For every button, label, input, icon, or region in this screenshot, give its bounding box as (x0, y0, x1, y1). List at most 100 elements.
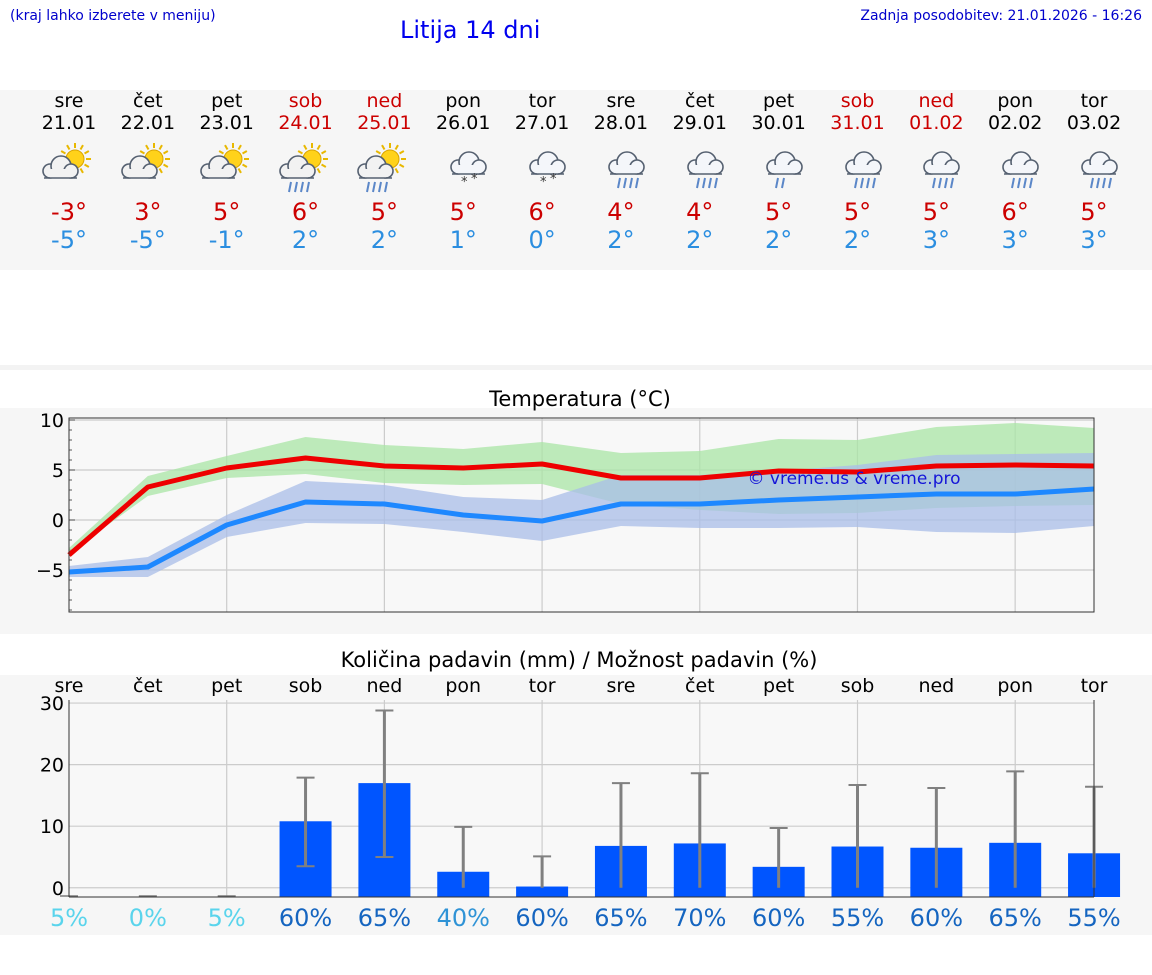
x-day-label: sre (606, 675, 635, 697)
precip-probability: 60% (752, 904, 805, 932)
precip-probability: 65% (358, 904, 411, 932)
sun-ray (237, 144, 242, 150)
day-name: pet (763, 90, 795, 112)
sun-cloud-icon (121, 143, 170, 179)
cloud-snow-icon: * * (529, 151, 566, 190)
y-tick-label: 10 (40, 410, 64, 432)
cloud-icon (199, 155, 237, 179)
divider (0, 365, 1152, 370)
temp-max: 4° (607, 198, 635, 226)
day-name: čet (685, 90, 715, 112)
rain-drop (366, 181, 371, 193)
temp-min: 2° (607, 226, 635, 254)
sun-ray (316, 168, 321, 174)
sun-ray (241, 150, 248, 155)
y-tick-label: 5 (52, 460, 64, 482)
snow-flake: * (540, 175, 547, 190)
cloud-body (207, 169, 229, 178)
rain-drop (701, 177, 706, 189)
precip-bar (516, 886, 569, 897)
temp-min: 3° (922, 226, 950, 254)
rain-drop (622, 177, 627, 189)
day-name: ned (918, 90, 955, 112)
sun-ray (218, 150, 224, 155)
rain-drop (1096, 177, 1101, 189)
y-tick-label: 0 (52, 878, 64, 900)
daily-forecast-strip: sre 21.01 -3° -5° čet 22.01 3° -5° pet 23.01 5° -1°… (0, 90, 1152, 270)
rain-drop (1017, 177, 1022, 189)
rain-drop (932, 177, 937, 189)
snow-flake: * (471, 172, 478, 187)
sun-ray (241, 163, 248, 168)
temp-max: 5° (1080, 198, 1108, 226)
sun-ray (320, 163, 326, 168)
cloud-icon (121, 155, 158, 179)
temp-max: 6° (1001, 198, 1029, 226)
cloud-body (50, 169, 71, 178)
cloud-icon (923, 151, 961, 189)
day-name: tor (528, 90, 556, 112)
rain-drop (634, 177, 639, 189)
temp-max: -3° (51, 198, 87, 226)
temp-min: -5° (129, 226, 166, 254)
day-date: 22.01 (120, 112, 176, 134)
temp-min: -1° (208, 226, 245, 254)
sun-cloud-icon (199, 143, 249, 179)
temp-min: 2° (370, 226, 399, 254)
cloud-body (694, 165, 716, 174)
precip-probability: 70% (673, 904, 726, 932)
day-name: čet (133, 90, 163, 112)
temp-min: 1° (449, 226, 477, 254)
sun-ray (84, 150, 90, 155)
sun-ray (84, 163, 90, 168)
y-tick-label: 30 (40, 693, 64, 715)
cloud-body (128, 169, 150, 178)
day-date: 31.01 (830, 112, 885, 134)
cloud-rain-icon (844, 151, 882, 189)
sun-ray (158, 168, 163, 174)
y-tick-label: −5 (36, 560, 64, 582)
temperature-chart-title: Temperatura (°C) (489, 387, 671, 411)
sun-ray (158, 144, 163, 150)
temp-min: 2° (765, 226, 793, 254)
cloud-icon (357, 155, 395, 193)
temp-max: 3° (134, 198, 162, 226)
cloud-body (852, 165, 874, 174)
cloud-icon (686, 151, 724, 189)
cloud-icon: * * (450, 151, 488, 190)
day-name: sre (606, 90, 636, 112)
sun-ray (316, 144, 321, 150)
temp-min: 2° (291, 226, 320, 254)
series-min-line (68, 486, 1095, 575)
x-day-label: sre (55, 675, 84, 697)
sun-ray (60, 150, 66, 155)
precip-probability: 5% (50, 904, 88, 932)
precip-probability: 5% (208, 904, 246, 932)
day-name: pon (997, 90, 1034, 112)
day-date: 29.01 (672, 112, 727, 134)
sun-ray (79, 144, 84, 150)
x-day-label: ned (367, 675, 403, 697)
precipitation-chart: sre 5% čet 0% pet 5% sob 60% ned 65% pon 40% tor 60% s… (40, 675, 1121, 932)
temp-max: 4° (686, 198, 714, 226)
rain-drop (707, 177, 712, 189)
sun-ray (320, 150, 326, 155)
sun-ray (223, 144, 229, 150)
rain-drop (628, 177, 633, 189)
rain-drop (774, 177, 779, 189)
day-name: pon (445, 90, 482, 112)
rain-drop (372, 181, 377, 193)
day-date: 01.02 (909, 112, 964, 134)
temp-min: 2° (843, 226, 872, 254)
cloud-body (931, 165, 953, 174)
sun-ray (79, 168, 84, 174)
y-tick-label: 0 (52, 510, 64, 532)
temp-max: 5° (213, 198, 241, 226)
sun-ray (237, 168, 242, 174)
sun-cloud-icon (42, 143, 91, 179)
rain-drop (695, 177, 700, 189)
location-hint: (kraj lahko izberete v meniju) (10, 8, 216, 24)
temp-max: 6° (528, 198, 556, 226)
day-date: 03.02 (1066, 112, 1122, 134)
rain-drop (1023, 177, 1028, 189)
